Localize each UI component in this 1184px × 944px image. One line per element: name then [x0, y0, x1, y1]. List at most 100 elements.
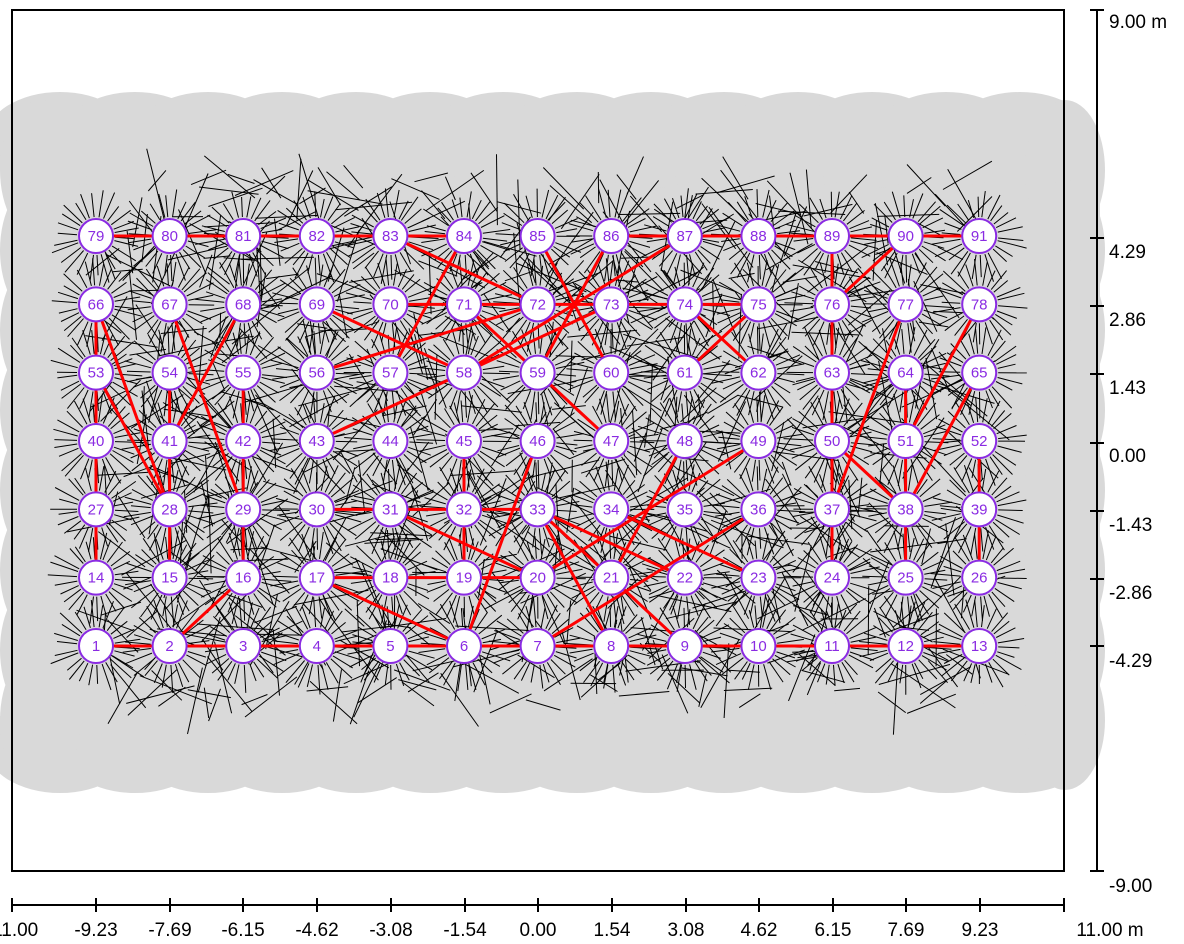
node[interactable]: 11	[815, 629, 849, 663]
ray-line	[998, 578, 1026, 579]
node[interactable]: 71	[447, 287, 481, 321]
node[interactable]: 44	[373, 424, 407, 458]
node[interactable]: 78	[962, 287, 996, 321]
node[interactable]: 58	[447, 356, 481, 390]
node[interactable]: 6	[447, 629, 481, 663]
node[interactable]: 70	[373, 287, 407, 321]
node[interactable]: 18	[373, 561, 407, 595]
node[interactable]: 79	[79, 219, 113, 253]
node-label: 20	[529, 570, 546, 587]
node-label: 21	[603, 570, 620, 587]
node[interactable]: 8	[594, 629, 628, 663]
node[interactable]: 60	[594, 356, 628, 390]
node[interactable]: 24	[815, 561, 849, 595]
node[interactable]: 39	[962, 492, 996, 526]
node[interactable]: 21	[594, 561, 628, 595]
node[interactable]: 7	[521, 629, 555, 663]
node[interactable]: 13	[962, 629, 996, 663]
node[interactable]: 81	[226, 219, 260, 253]
node[interactable]: 76	[815, 287, 849, 321]
node[interactable]: 50	[815, 424, 849, 458]
node[interactable]: 83	[373, 219, 407, 253]
node[interactable]: 66	[79, 287, 113, 321]
node[interactable]: 16	[226, 561, 260, 595]
node[interactable]: 32	[447, 492, 481, 526]
node[interactable]: 72	[521, 287, 555, 321]
node[interactable]: 25	[889, 561, 923, 595]
node[interactable]: 35	[668, 492, 702, 526]
node[interactable]: 62	[741, 356, 775, 390]
node[interactable]: 69	[300, 287, 334, 321]
node[interactable]: 14	[79, 561, 113, 595]
node[interactable]: 84	[447, 219, 481, 253]
node[interactable]: 43	[300, 424, 334, 458]
node-label: 46	[529, 433, 546, 450]
node[interactable]: 73	[594, 287, 628, 321]
node[interactable]: 77	[889, 287, 923, 321]
node-label: 6	[460, 638, 468, 655]
node[interactable]: 19	[447, 561, 481, 595]
node[interactable]: 29	[226, 492, 260, 526]
node[interactable]: 88	[741, 219, 775, 253]
node[interactable]: 65	[962, 356, 996, 390]
node[interactable]: 15	[153, 561, 187, 595]
node[interactable]: 46	[521, 424, 555, 458]
node[interactable]: 31	[373, 492, 407, 526]
node[interactable]: 26	[962, 561, 996, 595]
node[interactable]: 47	[594, 424, 628, 458]
node[interactable]: 64	[889, 356, 923, 390]
node[interactable]: 40	[79, 424, 113, 458]
node[interactable]: 75	[741, 287, 775, 321]
node[interactable]: 23	[741, 561, 775, 595]
node[interactable]: 33	[521, 492, 555, 526]
node[interactable]: 86	[594, 219, 628, 253]
node[interactable]: 52	[962, 424, 996, 458]
node[interactable]: 68	[226, 287, 260, 321]
node[interactable]: 82	[300, 219, 334, 253]
node[interactable]: 80	[153, 219, 187, 253]
node[interactable]: 38	[889, 492, 923, 526]
node[interactable]: 87	[668, 219, 702, 253]
node[interactable]: 20	[521, 561, 555, 595]
node[interactable]: 59	[521, 356, 555, 390]
node[interactable]: 41	[153, 424, 187, 458]
node-label: 82	[308, 228, 325, 245]
node[interactable]: 17	[300, 561, 334, 595]
node[interactable]: 91	[962, 219, 996, 253]
node[interactable]: 27	[79, 492, 113, 526]
node-label: 56	[308, 365, 325, 382]
node[interactable]: 54	[153, 356, 187, 390]
node[interactable]: 22	[668, 561, 702, 595]
node[interactable]: 10	[741, 629, 775, 663]
node[interactable]: 53	[79, 356, 113, 390]
node-label: 83	[382, 228, 399, 245]
node-label: 81	[235, 228, 252, 245]
node[interactable]: 2	[153, 629, 187, 663]
node[interactable]: 34	[594, 492, 628, 526]
node[interactable]: 67	[153, 287, 187, 321]
node[interactable]: 36	[741, 492, 775, 526]
node[interactable]: 1	[79, 629, 113, 663]
node[interactable]: 3	[226, 629, 260, 663]
node[interactable]: 55	[226, 356, 260, 390]
node[interactable]: 12	[889, 629, 923, 663]
node[interactable]: 85	[521, 219, 555, 253]
node[interactable]: 5	[373, 629, 407, 663]
node[interactable]: 28	[153, 492, 187, 526]
node[interactable]: 49	[741, 424, 775, 458]
node[interactable]: 48	[668, 424, 702, 458]
node[interactable]: 89	[815, 219, 849, 253]
node[interactable]: 63	[815, 356, 849, 390]
node[interactable]: 61	[668, 356, 702, 390]
node[interactable]: 57	[373, 356, 407, 390]
node[interactable]: 9	[668, 629, 702, 663]
node[interactable]: 45	[447, 424, 481, 458]
node[interactable]: 74	[668, 287, 702, 321]
node[interactable]: 56	[300, 356, 334, 390]
node[interactable]: 37	[815, 492, 849, 526]
node[interactable]: 90	[889, 219, 923, 253]
node[interactable]: 4	[300, 629, 334, 663]
node[interactable]: 42	[226, 424, 260, 458]
node[interactable]: 51	[889, 424, 923, 458]
node[interactable]: 30	[300, 492, 334, 526]
